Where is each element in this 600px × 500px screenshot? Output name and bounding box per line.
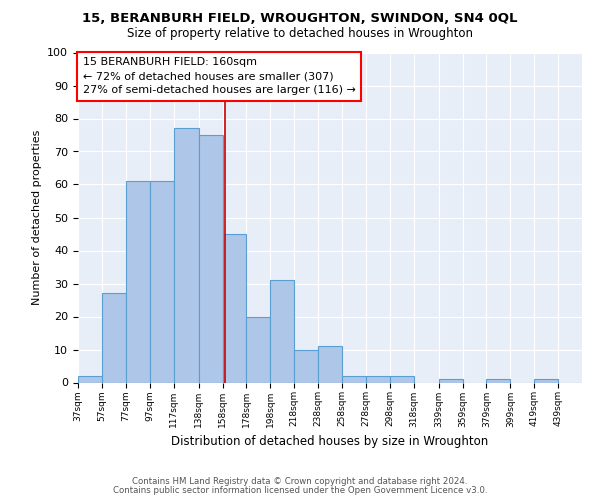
Bar bbox=[102, 294, 126, 382]
Text: 15 BERANBURH FIELD: 160sqm
← 72% of detached houses are smaller (307)
27% of sem: 15 BERANBURH FIELD: 160sqm ← 72% of deta… bbox=[83, 58, 356, 96]
Bar bbox=[270, 280, 294, 382]
Text: 15, BERANBURH FIELD, WROUGHTON, SWINDON, SN4 0QL: 15, BERANBURH FIELD, WROUGHTON, SWINDON,… bbox=[82, 12, 518, 26]
Bar bbox=[199, 135, 223, 382]
Text: Contains public sector information licensed under the Open Government Licence v3: Contains public sector information licen… bbox=[113, 486, 487, 495]
Text: Contains HM Land Registry data © Crown copyright and database right 2024.: Contains HM Land Registry data © Crown c… bbox=[132, 477, 468, 486]
Bar bbox=[78, 376, 102, 382]
Bar bbox=[342, 376, 366, 382]
Bar bbox=[366, 376, 390, 382]
Bar bbox=[247, 316, 270, 382]
Bar bbox=[439, 379, 463, 382]
Bar bbox=[318, 346, 342, 383]
Y-axis label: Number of detached properties: Number of detached properties bbox=[32, 130, 42, 305]
Text: Size of property relative to detached houses in Wroughton: Size of property relative to detached ho… bbox=[127, 28, 473, 40]
X-axis label: Distribution of detached houses by size in Wroughton: Distribution of detached houses by size … bbox=[172, 435, 488, 448]
Bar bbox=[294, 350, 318, 382]
Bar bbox=[223, 234, 247, 382]
Bar bbox=[149, 181, 173, 382]
Bar bbox=[487, 379, 511, 382]
Bar bbox=[126, 181, 149, 382]
Bar bbox=[173, 128, 199, 382]
Bar bbox=[390, 376, 413, 382]
Bar bbox=[534, 379, 558, 382]
